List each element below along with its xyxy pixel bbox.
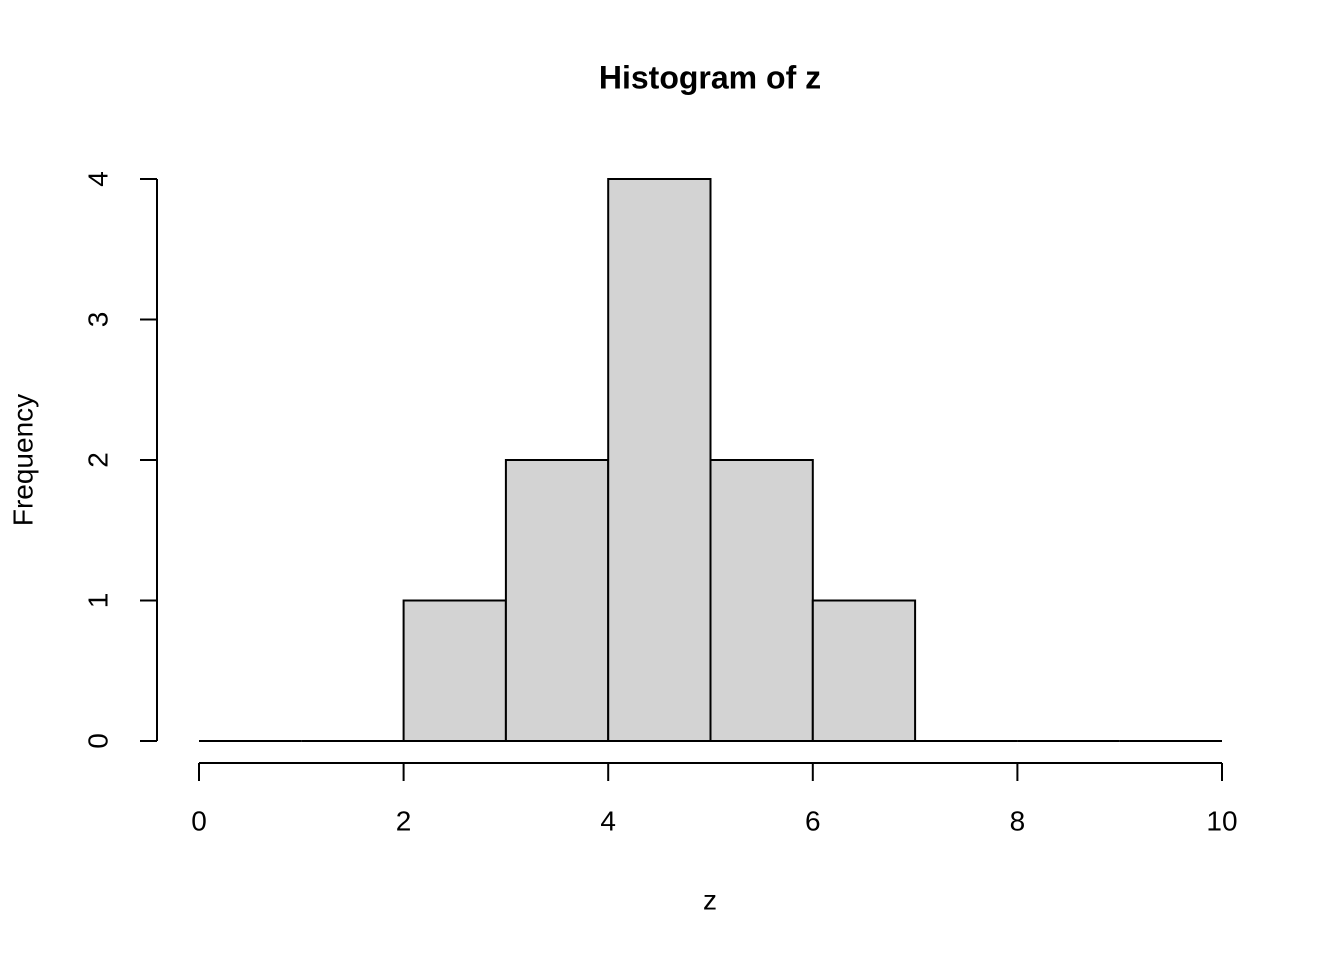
x-tick-label: 6 [805,805,821,836]
chart-title: Histogram of z [599,59,821,95]
bar [811,599,917,742]
y-tick-label: 0 [82,733,113,749]
y-tick-label: 2 [82,452,113,468]
bar [402,599,507,742]
y-tick-label: 4 [82,171,113,187]
x-axis-label: z [703,884,717,915]
bar [607,178,712,742]
y-tick-label: 1 [82,593,113,609]
x-tick-label: 2 [396,805,412,836]
x-tick-label: 4 [600,805,616,836]
x-tick-label: 10 [1206,805,1237,836]
x-tick-label: 0 [191,805,207,836]
y-axis-label: Frequency [7,394,38,526]
x-tick-label: 8 [1010,805,1026,836]
y-tick-label: 3 [82,312,113,328]
bar [504,459,610,742]
bar [709,459,814,742]
